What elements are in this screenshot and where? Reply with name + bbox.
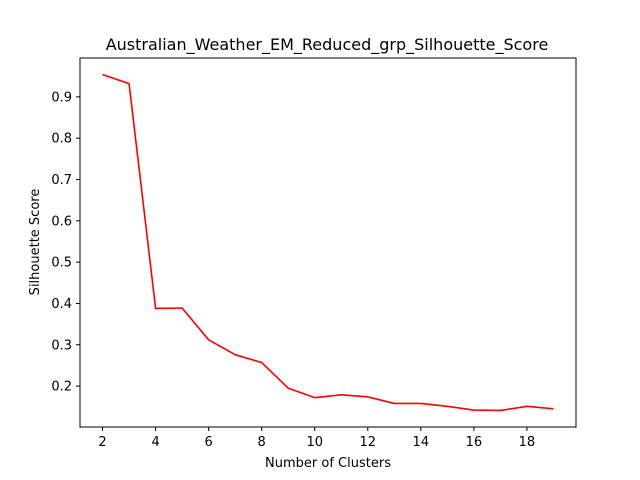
y-tick-label: 0.6 [51,214,72,229]
y-axis-ticks: 0.2 0.3 0.4 0.5 0.6 0.7 0.8 0.9 [51,90,80,395]
y-tick-label: 0.9 [51,90,72,105]
x-tick-label: 16 [466,435,483,450]
y-tick-label: 0.3 [51,338,72,353]
x-tick-label: 4 [151,435,159,450]
x-tick-label: 6 [205,435,213,450]
axes-frame [79,57,577,428]
x-tick-label: 14 [413,435,430,450]
y-tick-label: 0.7 [51,173,72,188]
x-axis-label: Number of Clusters [265,456,391,471]
series-line-0 [102,73,554,412]
y-tick-label: 0.2 [51,380,72,395]
y-axis-label: Silhouette Score [28,189,43,296]
x-tick-label: 18 [519,435,536,450]
x-axis-ticks: 2 4 6 8 10 12 14 16 18 [98,427,535,450]
plot-area [79,57,577,428]
x-tick-label: 12 [360,435,377,450]
y-tick-label: 0.8 [51,132,72,147]
chart-title: Australian_Weather_EM_Reduced_grp_Silhou… [106,35,549,55]
x-tick-label: 2 [98,435,106,450]
y-tick-label: 0.5 [51,256,72,271]
x-tick-label: 10 [306,435,323,450]
y-tick-label: 0.4 [51,297,72,312]
x-tick-label: 8 [258,435,266,450]
